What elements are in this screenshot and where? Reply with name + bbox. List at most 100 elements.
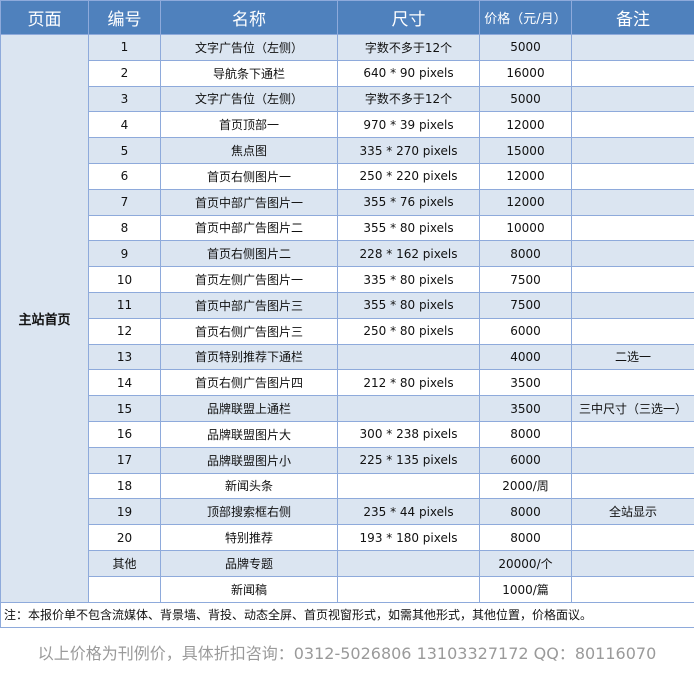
table-row: 5 焦点图 335 * 270 pixels 15000 xyxy=(1,137,694,164)
remark-cell xyxy=(571,446,694,474)
table-row: 9 首页右侧图片二 228 * 162 pixels 8000 xyxy=(1,240,694,268)
number-cell: 10 xyxy=(88,266,161,293)
name-cell: 首页右侧图片二 xyxy=(160,240,338,268)
price-cell: 5000 xyxy=(479,85,572,113)
table-row: 主站首页 1 文字广告位（左侧） 字数不多于12个 5000 xyxy=(0,34,694,603)
number-cell: 20 xyxy=(88,524,161,551)
price-cell: 7500 xyxy=(479,291,572,319)
header-cell: 价格（元/月） xyxy=(479,0,572,35)
size-cell: 250 * 220 pixels xyxy=(337,162,480,190)
remark-cell xyxy=(571,34,694,61)
size-cell: 字数不多于12个 xyxy=(337,34,480,61)
name-cell: 特别推荐 xyxy=(160,524,338,551)
header-cell: 尺寸 xyxy=(337,0,480,35)
size-cell: 228 * 162 pixels xyxy=(337,240,480,268)
number-cell: 1 xyxy=(88,34,161,61)
name-cell: 文字广告位（左侧） xyxy=(160,34,338,61)
price-cell: 3500 xyxy=(479,369,572,397)
price-cell: 1000/篇 xyxy=(479,575,572,603)
remark-cell xyxy=(571,549,694,577)
note-row: 注：本报价单不包含流媒体、背景墙、背投、动态全屏、首页视窗形式，如需其他形式，其… xyxy=(0,601,694,628)
name-cell: 首页中部广告图片三 xyxy=(160,291,338,319)
remark-cell xyxy=(571,85,694,113)
number-cell: 13 xyxy=(88,343,161,371)
size-cell: 字数不多于12个 xyxy=(337,85,480,113)
name-cell: 首页特别推荐下通栏 xyxy=(160,343,338,371)
size-cell xyxy=(337,395,480,422)
number-cell: 3 xyxy=(88,85,161,113)
name-cell: 顶部搜索框右侧 xyxy=(160,498,338,526)
number-cell: 15 xyxy=(88,395,161,422)
remark-cell xyxy=(571,291,694,319)
table-row: 16 品牌联盟图片大 300 * 238 pixels 8000 xyxy=(1,420,694,448)
table-row: 15 品牌联盟上通栏 3500 三中尺寸（三选一） xyxy=(1,395,694,422)
remark-cell xyxy=(571,369,694,397)
size-cell xyxy=(337,549,480,577)
number-cell: 4 xyxy=(88,111,161,139)
remark-cell xyxy=(571,240,694,268)
remark-cell xyxy=(571,524,694,551)
number-cell: 18 xyxy=(88,472,161,500)
size-cell xyxy=(337,575,480,603)
table-row: 10 首页左侧广告图片一 335 * 80 pixels 7500 xyxy=(1,266,694,293)
number-cell: 14 xyxy=(88,369,161,397)
number-cell: 7 xyxy=(88,188,161,216)
footer-text: 以上价格为刊例价，具体折扣咨询：0312-5026806 13103327172… xyxy=(37,644,657,663)
remark-cell xyxy=(571,137,694,164)
remark-cell xyxy=(571,420,694,448)
name-cell: 首页右侧广告图片三 xyxy=(160,317,338,345)
price-cell: 20000/个 xyxy=(479,549,572,577)
remark-cell xyxy=(571,472,694,500)
number-cell: 5 xyxy=(88,137,161,164)
number-cell: 其他 xyxy=(88,549,161,577)
header-cell: 名称 xyxy=(160,0,338,35)
remark-cell xyxy=(571,266,694,293)
price-cell: 3500 xyxy=(479,395,572,422)
name-cell: 首页中部广告图片二 xyxy=(160,214,338,242)
size-cell: 335 * 80 pixels xyxy=(337,266,480,293)
table-row: 12 首页右侧广告图片三 250 * 80 pixels 6000 xyxy=(1,317,694,345)
price-cell: 10000 xyxy=(479,214,572,242)
number-cell: 2 xyxy=(88,59,161,87)
size-cell: 212 * 80 pixels xyxy=(337,369,480,397)
number-cell xyxy=(88,575,161,603)
remark-cell xyxy=(571,214,694,242)
price-cell: 6000 xyxy=(479,317,572,345)
size-cell: 355 * 76 pixels xyxy=(337,188,480,216)
name-cell: 首页顶部一 xyxy=(160,111,338,139)
header-cell: 备注 xyxy=(571,0,694,35)
name-cell: 首页中部广告图片一 xyxy=(160,188,338,216)
table-row: 11 首页中部广告图片三 355 * 80 pixels 7500 xyxy=(1,291,694,319)
table-row: 7 首页中部广告图片一 355 * 76 pixels 12000 xyxy=(1,188,694,216)
name-cell: 新闻头条 xyxy=(160,472,338,500)
size-cell xyxy=(337,343,480,371)
price-cell: 5000 xyxy=(479,34,572,61)
remark-cell: 全站显示 xyxy=(571,498,694,526)
remark-cell xyxy=(571,111,694,139)
price-cell: 8000 xyxy=(479,524,572,551)
name-cell: 文字广告位（左侧） xyxy=(160,85,338,113)
size-cell: 235 * 44 pixels xyxy=(337,498,480,526)
price-cell: 8000 xyxy=(479,498,572,526)
table-row: 新闻稿 1000/篇 xyxy=(1,575,694,603)
note-cell: 注：本报价单不包含流媒体、背景墙、背投、动态全屏、首页视窗形式，如需其他形式，其… xyxy=(0,601,694,628)
table-row: 2 导航条下通栏 640 * 90 pixels 16000 xyxy=(1,59,694,87)
price-cell: 12000 xyxy=(479,162,572,190)
number-cell: 12 xyxy=(88,317,161,345)
remark-cell: 二选一 xyxy=(571,343,694,371)
name-cell: 新闻稿 xyxy=(160,575,338,603)
table-row: 19 顶部搜索框右侧 235 * 44 pixels 8000 全站显示 xyxy=(1,498,694,526)
price-cell: 4000 xyxy=(479,343,572,371)
name-cell: 首页右侧图片一 xyxy=(160,162,338,190)
name-cell: 品牌专题 xyxy=(160,549,338,577)
header-row: 页面 编号 名称 尺寸 价格（元/月） 备注 xyxy=(0,0,694,35)
size-cell: 970 * 39 pixels xyxy=(337,111,480,139)
number-cell: 11 xyxy=(88,291,161,319)
table-row: 8 首页中部广告图片二 355 * 80 pixels 10000 xyxy=(1,214,694,242)
table-row: 20 特别推荐 193 * 180 pixels 8000 xyxy=(1,524,694,551)
table-row: 4 首页顶部一 970 * 39 pixels 12000 xyxy=(1,111,694,139)
table-row: 6 首页右侧图片一 250 * 220 pixels 12000 xyxy=(1,162,694,190)
remark-cell xyxy=(571,59,694,87)
name-cell: 品牌联盟图片大 xyxy=(160,420,338,448)
